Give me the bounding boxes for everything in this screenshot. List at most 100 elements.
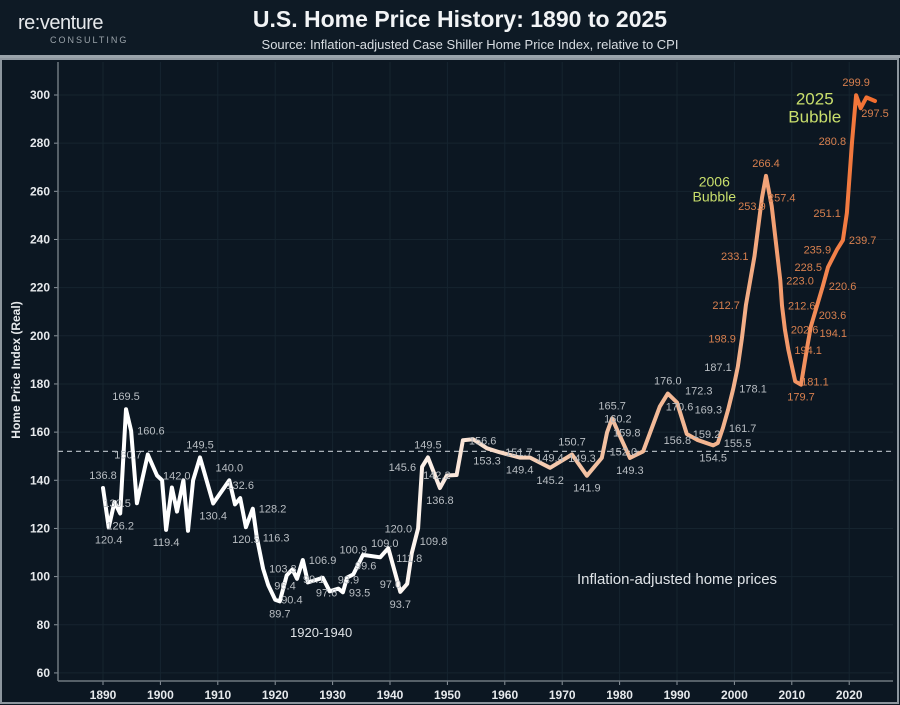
y-tick-label: 260 (30, 184, 50, 198)
line-chart: 1890 1900 1910 1920 1930 1940 1950 1960 1970 1980… (0, 58, 900, 705)
data-label: 223.0 (786, 275, 814, 287)
x-tick-label: 1970 (549, 688, 576, 702)
data-label: 159.2 (693, 429, 721, 441)
data-label: 140.0 (216, 462, 244, 474)
chart-frame (0, 58, 899, 704)
y-tick-label: 140 (30, 473, 50, 487)
data-label: 257.4 (768, 193, 796, 205)
x-tick-label: 1900 (147, 688, 174, 702)
axes: 1890 1900 1910 1920 1930 1940 1950 1960 1970 1980… (30, 62, 893, 702)
data-label: 239.7 (849, 235, 877, 247)
chart-title: U.S. Home Price History: 1890 to 2025 (252, 6, 668, 32)
data-label: 128.2 (259, 504, 287, 516)
data-label: 130.5 (103, 498, 131, 510)
data-label: 156.6 (469, 435, 497, 447)
data-label: 251.1 (813, 208, 841, 220)
data-label: 194.1 (794, 345, 822, 357)
y-tick-label: 200 (30, 329, 50, 343)
x-tick-label: 1980 (606, 688, 633, 702)
data-label: 149.5 (186, 439, 214, 451)
plot-background (0, 58, 900, 705)
data-label: 156.8 (664, 435, 692, 447)
data-label: 198.9 (708, 333, 736, 345)
data-label: 154.5 (699, 452, 727, 464)
data-label: 151.7 (505, 447, 533, 459)
y-tick-label: 300 (30, 88, 50, 102)
x-tick-label: 2000 (721, 688, 748, 702)
data-label: 136.8 (426, 495, 454, 507)
data-label: 253.9 (738, 201, 766, 213)
data-label: 280.8 (819, 136, 847, 148)
data-label: 202.6 (791, 325, 819, 337)
y-tick-label: 220 (30, 281, 50, 295)
data-label: 141.9 (573, 483, 601, 495)
x-tick-label: 1950 (434, 688, 461, 702)
chart-header: re:venture CONSULTING U.S. Home Price Hi… (0, 0, 900, 58)
data-label: 149.3 (616, 465, 644, 477)
data-label: 149.3 (568, 453, 596, 465)
bubble-annotation-label: Bubble (788, 108, 841, 127)
x-tick-label: 1920 (262, 688, 289, 702)
data-label: 181.1 (801, 376, 829, 388)
data-label: 299.9 (842, 77, 870, 89)
data-label: 187.1 (704, 362, 732, 374)
logo-subtitle: CONSULTING (50, 35, 129, 45)
data-label: 179.7 (787, 392, 815, 404)
data-label: 116.3 (263, 532, 290, 544)
y-tick-label: 60 (37, 666, 51, 680)
data-label: 161.7 (729, 423, 757, 435)
data-label: 212.7 (712, 300, 740, 312)
x-tick-label: 2020 (836, 688, 863, 702)
x-tick-label: 1990 (664, 688, 691, 702)
x-tick-label: 2010 (778, 688, 805, 702)
x-tick-label: 1910 (204, 688, 231, 702)
data-label: 120.4 (95, 535, 123, 547)
series-line (101, 93, 877, 604)
bubble-annotation-label: Bubble (693, 189, 737, 205)
x-tick-label: 1940 (377, 688, 404, 702)
x-tick-label: 1930 (319, 688, 346, 702)
data-label: 90.4 (281, 595, 302, 607)
data-label: 149.4 (536, 453, 564, 465)
data-label: 228.5 (794, 262, 822, 274)
chart-subtitle: Source: Inflation-adjusted Case Shiller … (261, 37, 679, 52)
data-label: 155.5 (724, 438, 752, 450)
data-label: 178.1 (739, 384, 767, 396)
data-label: 150.7 (558, 437, 586, 449)
x-tick-label: 1960 (491, 688, 518, 702)
y-axis-label: Home Price Index (Real) (9, 301, 23, 438)
data-label: 142.2 (423, 470, 451, 482)
text-annotation: Inflation-adjusted home prices (577, 571, 777, 588)
data-labels: 136.8 120.4 126.2 169.5 160.6 130.5 150.7 142.0… (89, 77, 889, 620)
y-tick-label: 180 (30, 377, 50, 391)
text-annotation: 1920-1940 (290, 625, 352, 640)
data-label: 93.5 (349, 587, 370, 599)
x-tick-label: 1890 (90, 688, 117, 702)
data-label: 96.4 (274, 580, 295, 592)
data-label: 97.0 (380, 579, 401, 591)
annotations: 2006Bubble2025Bubble1920-1940Inflation-a… (290, 90, 841, 640)
data-label: 99.1 (303, 574, 324, 586)
data-label: 120.5 (232, 534, 260, 546)
data-label: 212.6 (788, 301, 816, 313)
data-label: 89.7 (269, 608, 290, 620)
data-label: 233.1 (721, 251, 749, 263)
y-tick-label: 280 (30, 136, 50, 150)
data-label: 93.9 (338, 574, 359, 586)
data-label: 153.3 (473, 455, 501, 467)
bubble-annotation-year: 2006 (699, 174, 730, 190)
company-logo: re:venture CONSULTING (18, 12, 128, 45)
data-label: 266.4 (752, 158, 780, 170)
y-tick-label: 100 (30, 570, 50, 584)
data-label: 194.1 (820, 328, 848, 340)
grid (58, 62, 893, 681)
data-label: 170.6 (666, 402, 694, 414)
data-label: 176.0 (654, 376, 682, 388)
data-label: 169.5 (112, 391, 140, 403)
data-label: 220.6 (829, 281, 857, 293)
data-label: 136.8 (89, 470, 117, 482)
data-label: 203.6 (819, 310, 847, 322)
data-label: 149.5 (414, 439, 442, 451)
data-label: 132.6 (226, 480, 254, 492)
data-label: 145.2 (536, 475, 564, 487)
